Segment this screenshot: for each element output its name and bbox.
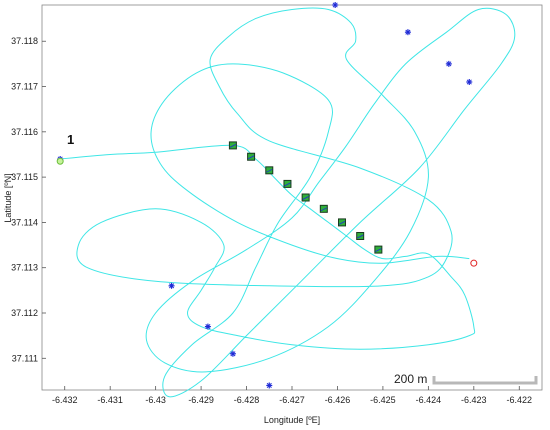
y-tick-label: 37.113	[11, 263, 38, 273]
x-tick-label: -6.423	[461, 395, 487, 405]
waypoint-marker	[445, 60, 452, 67]
y-tick-label: 37.118	[11, 36, 38, 46]
y-tick-label: 37.117	[11, 82, 38, 92]
waypoint-marker	[168, 282, 175, 289]
square-marker	[338, 218, 346, 227]
y-axis-title: Latitude [ºN]	[3, 173, 13, 222]
waypoint-marker	[229, 350, 236, 357]
y-tick-label: 37.114	[11, 217, 38, 227]
waypoint-marker	[266, 382, 273, 389]
end-marker	[470, 259, 478, 267]
x-tick-label: -6.428	[234, 395, 260, 405]
start-annotation: 1	[67, 132, 74, 147]
x-axis: -6.432 -6.431 -6.43 -6.429 -6.428 -6.427 -6.42…	[52, 386, 532, 405]
y-axis: 37.111 37.112 37.113 37.114 37.115 37.116 37.1…	[11, 36, 46, 363]
plot-background	[41, 4, 543, 391]
x-tick-label: -6.429	[188, 395, 214, 405]
y-tick-label: 37.112	[11, 308, 38, 318]
scale-bar: 200 m	[394, 372, 538, 386]
x-tick-label: -6.432	[52, 395, 78, 405]
x-tick-label: -6.427	[279, 395, 305, 405]
x-tick-label: -6.426	[325, 395, 351, 405]
waypoint-marker	[332, 2, 339, 8]
y-tick-label: 37.115	[11, 172, 38, 182]
square-marker	[265, 166, 274, 175]
waypoint-marker	[466, 79, 473, 85]
square-markers	[228, 141, 383, 254]
scale-bar-label: 200 m	[394, 372, 427, 386]
x-tick-label: -6.424	[416, 395, 442, 405]
square-marker	[301, 193, 310, 202]
x-axis-title: Longitude [ºE]	[264, 415, 320, 425]
start-marker	[56, 157, 64, 165]
square-marker	[228, 141, 237, 150]
waypoint-marker	[404, 29, 411, 36]
start-end-markers	[56, 157, 478, 267]
x-tick-label: -6.43	[145, 395, 166, 405]
y-tick-label: 37.116	[11, 127, 38, 137]
square-marker	[356, 232, 365, 240]
waypoint-marker	[204, 323, 211, 330]
track-line	[60, 7, 516, 398]
x-tick-label: -6.422	[507, 395, 533, 405]
x-tick-label: -6.431	[97, 395, 123, 405]
x-tick-label: -6.425	[370, 395, 396, 405]
square-marker	[283, 179, 292, 188]
square-marker	[319, 204, 328, 213]
square-marker	[374, 245, 383, 254]
scale-bar-line	[432, 376, 538, 385]
square-marker	[247, 152, 256, 161]
y-tick-label: 37.111	[12, 353, 38, 363]
